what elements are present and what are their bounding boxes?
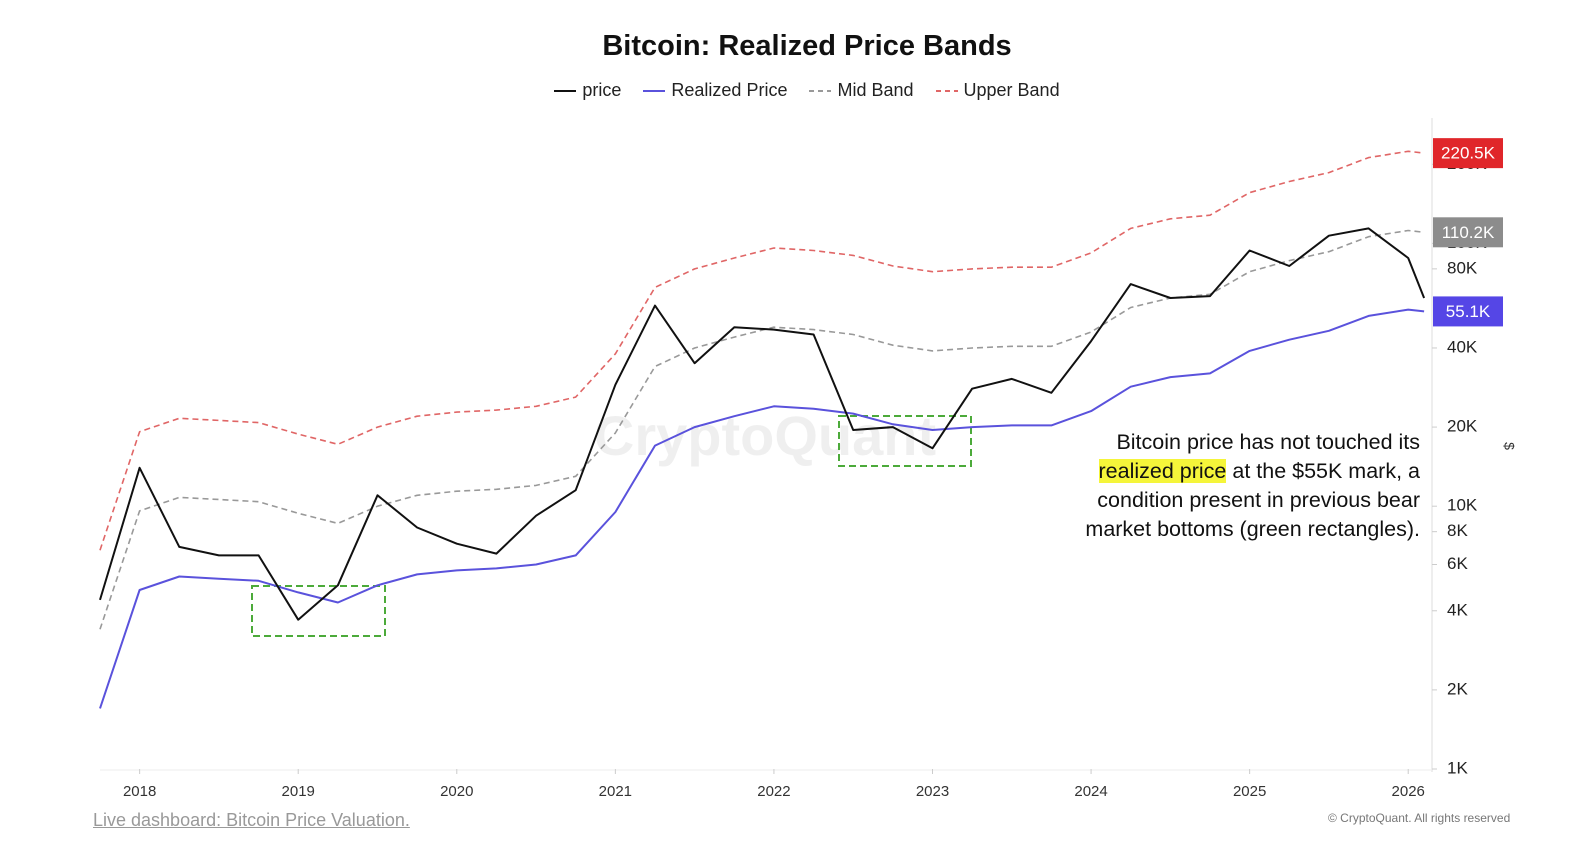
legend: price Realized Price Mid Band Upper Band <box>0 80 1578 101</box>
legend-label: Upper Band <box>963 80 1060 100</box>
value-badge-label: 110.2K <box>1442 223 1495 242</box>
series-line <box>99 227 1426 621</box>
y-tick-label: 2K <box>1447 679 1468 698</box>
x-tick-label: 2018 <box>123 783 156 800</box>
highlight-box <box>838 415 972 467</box>
x-tick-label: 2024 <box>1074 783 1107 800</box>
legend-swatch <box>809 89 832 92</box>
y-tick-label: 80K <box>1447 258 1478 277</box>
legend-label: price <box>582 80 622 100</box>
x-tick-label: 2025 <box>1233 783 1266 800</box>
x-tick-label: 2022 <box>757 783 790 800</box>
x-tick-label: 2021 <box>599 783 632 800</box>
watermark: CryptoQuant <box>594 404 936 467</box>
y-tick-label: 4K <box>1447 600 1468 619</box>
y-tick-label: 20K <box>1447 417 1478 436</box>
legend-item: Mid Band <box>809 80 914 101</box>
legend-item: price <box>554 80 621 101</box>
y-tick-label: 1K <box>1447 758 1468 777</box>
chart-title: Bitcoin: Realized Price Bands <box>602 30 1012 62</box>
series-line <box>99 150 1425 551</box>
legend-label: Realized Price <box>671 80 788 100</box>
y-tick-label: 40K <box>1447 337 1478 356</box>
legend-item: Realized Price <box>643 80 787 101</box>
x-tick-label: 2023 <box>916 783 949 800</box>
annotation-line: condition present in previous bear <box>1097 488 1420 512</box>
y-axis-label: $ <box>1501 442 1517 450</box>
annotation-line: at the $55K mark, a <box>1232 459 1420 483</box>
legend-label: Mid Band <box>837 80 914 100</box>
y-tick-label: 10K <box>1447 496 1478 515</box>
annotation-highlight: realized price <box>1098 459 1227 483</box>
value-badge-label: 55.1K <box>1446 302 1491 321</box>
annotation-line: market bottoms (green rectangles). <box>1085 517 1420 541</box>
y-tick-label: 6K <box>1447 554 1468 573</box>
x-tick-label: 2026 <box>1392 783 1425 800</box>
value-badge <box>1433 217 1503 248</box>
legend-swatch <box>554 89 577 92</box>
annotation-line: Bitcoin price has not touched its <box>1116 430 1420 454</box>
legend-item: Upper Band <box>935 80 1060 101</box>
y-tick-label: 8K <box>1447 521 1468 540</box>
legend-swatch <box>935 89 958 92</box>
value-badge <box>1433 138 1503 169</box>
legend-swatch <box>643 89 666 92</box>
series-line <box>99 229 1425 630</box>
value-badge-label: 220.5K <box>1441 144 1496 163</box>
x-tick-label: 2019 <box>282 783 315 800</box>
annotation: Bitcoin price has not touched its realize… <box>1085 428 1420 544</box>
copyright: © CryptoQuant. All rights reserved <box>1328 811 1511 825</box>
source-link[interactable]: Live dashboard: Bitcoin Price Valuation. <box>93 810 410 830</box>
x-tick-label: 2020 <box>440 783 473 800</box>
value-badge <box>1433 296 1503 327</box>
highlight-box <box>251 585 386 637</box>
series-line <box>99 308 1425 709</box>
